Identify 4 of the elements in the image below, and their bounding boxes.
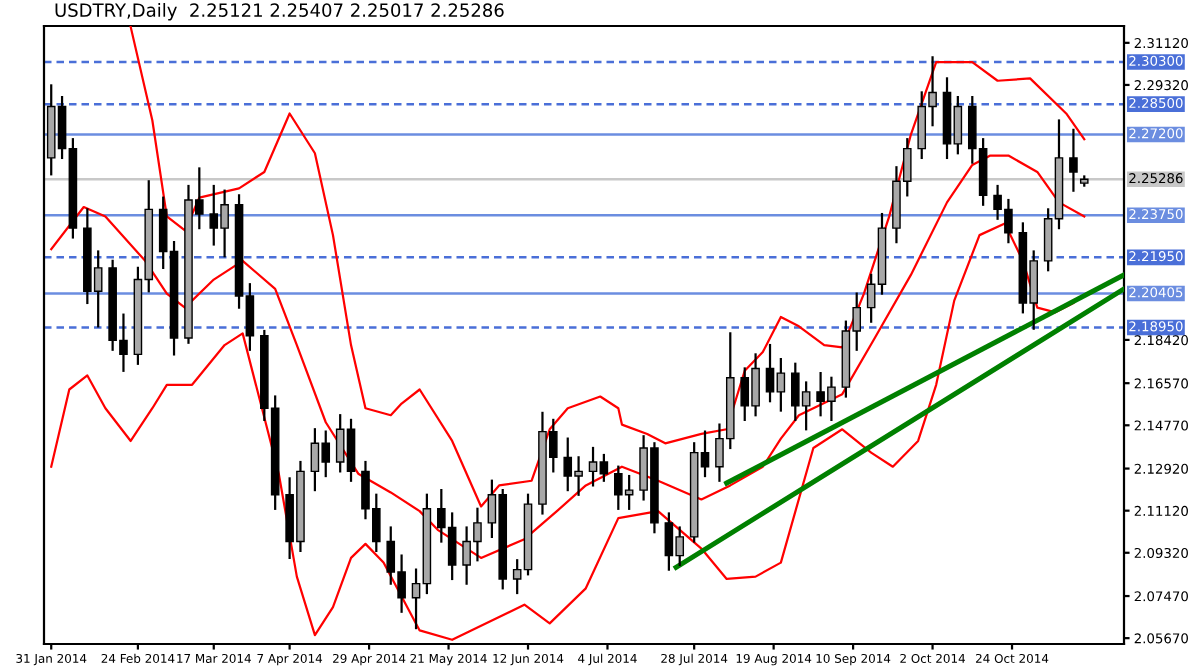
candlestick: [1069, 128, 1078, 192]
line-series: [129, 26, 1086, 508]
line-series: [50, 154, 1086, 560]
chart-title: USDTRY,Daily 2.25121 2.25407 2.25017 2.25286: [55, 3, 504, 21]
